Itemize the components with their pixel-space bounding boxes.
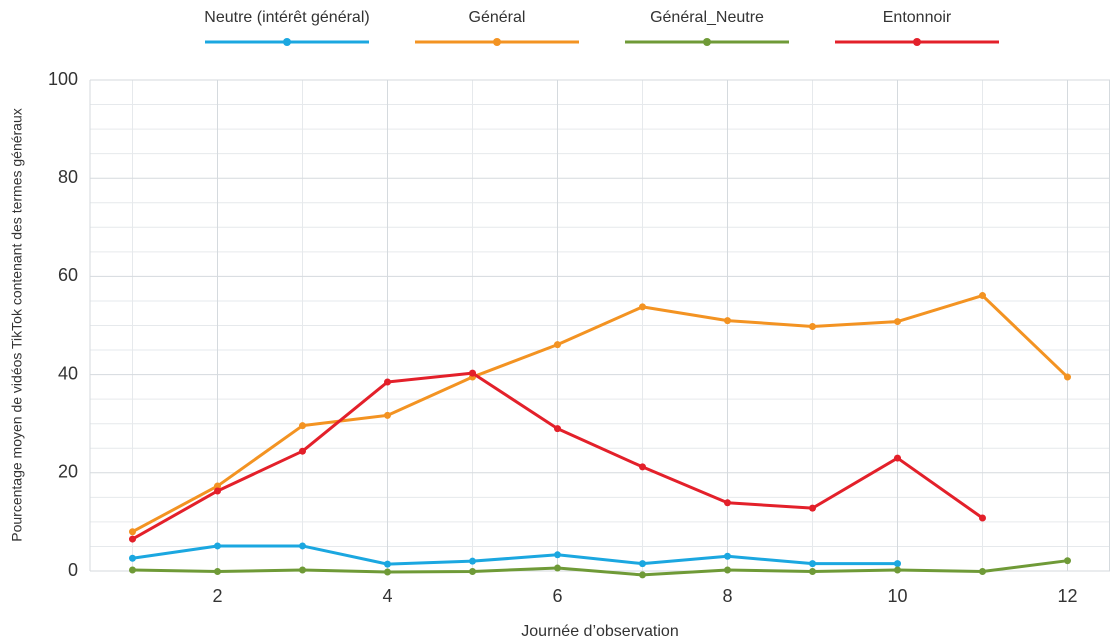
y-tick-label: 60: [58, 265, 78, 285]
data-point: [809, 504, 816, 512]
data-point: [214, 482, 221, 490]
x-tick-label: 6: [552, 586, 562, 606]
series-line: [132, 559, 1068, 577]
data-point: [469, 557, 476, 565]
data-point: [724, 317, 731, 325]
data-point: [639, 463, 646, 471]
x-tick-label: 2: [212, 586, 222, 606]
data-point: [894, 560, 901, 568]
y-tick-label: 100: [48, 69, 78, 89]
data-point: [384, 568, 391, 576]
data-point: [129, 535, 136, 543]
series-line: [132, 544, 898, 566]
legend-marker: [493, 38, 501, 46]
data-point: [554, 425, 561, 433]
data-point: [979, 292, 986, 300]
data-point: [129, 566, 136, 574]
legend-marker: [703, 38, 711, 46]
data-point: [214, 567, 221, 575]
series-line: [131, 294, 1069, 534]
y-tick-label: 0: [68, 560, 78, 580]
legend-label: Entonnoir: [883, 9, 952, 26]
x-tick-label: 4: [382, 586, 392, 606]
data-point: [809, 322, 816, 330]
y-tick-label: 20: [58, 462, 78, 482]
data-point: [299, 447, 306, 455]
legend-label: Général_Neutre: [650, 9, 764, 26]
data-point: [299, 566, 306, 574]
data-point: [554, 341, 561, 349]
x-tick-label: 8: [722, 586, 732, 606]
data-point: [129, 528, 136, 536]
legend-label: Neutre (intérêt général): [204, 9, 369, 26]
data-point: [724, 566, 731, 574]
x-tick-label: 12: [1057, 586, 1077, 606]
data-point: [299, 422, 306, 430]
data-point: [1064, 557, 1071, 565]
data-point: [299, 542, 306, 550]
y-tick-label: 80: [58, 167, 78, 187]
data-point: [384, 411, 391, 419]
legend-label: Général: [469, 9, 526, 26]
data-point: [639, 571, 646, 579]
data-point: [724, 552, 731, 560]
y-tick-label: 40: [58, 363, 78, 383]
legend-marker: [913, 38, 921, 46]
x-tick-label: 10: [887, 586, 907, 606]
data-point: [214, 542, 221, 550]
legend-marker: [283, 38, 291, 46]
x-axis-label: Journée d’observation: [521, 623, 678, 640]
data-point: [384, 378, 391, 386]
data-point: [554, 564, 561, 572]
data-point: [979, 514, 986, 522]
data-point: [129, 554, 136, 562]
data-point: [214, 487, 221, 495]
data-point: [469, 567, 476, 575]
data-point: [469, 369, 476, 377]
data-point: [979, 567, 986, 575]
data-point: [894, 454, 901, 462]
data-point: [809, 567, 816, 575]
y-axis-label: Pourcentage moyen de vidéos TikTok conte…: [9, 108, 25, 541]
data-point: [724, 499, 731, 507]
data-point: [1064, 373, 1071, 381]
data-point: [384, 560, 391, 568]
data-point: [894, 566, 901, 574]
data-point: [639, 560, 646, 568]
data-point: [809, 560, 816, 568]
data-point: [894, 318, 901, 326]
data-point: [554, 551, 561, 559]
data-point: [639, 303, 646, 311]
